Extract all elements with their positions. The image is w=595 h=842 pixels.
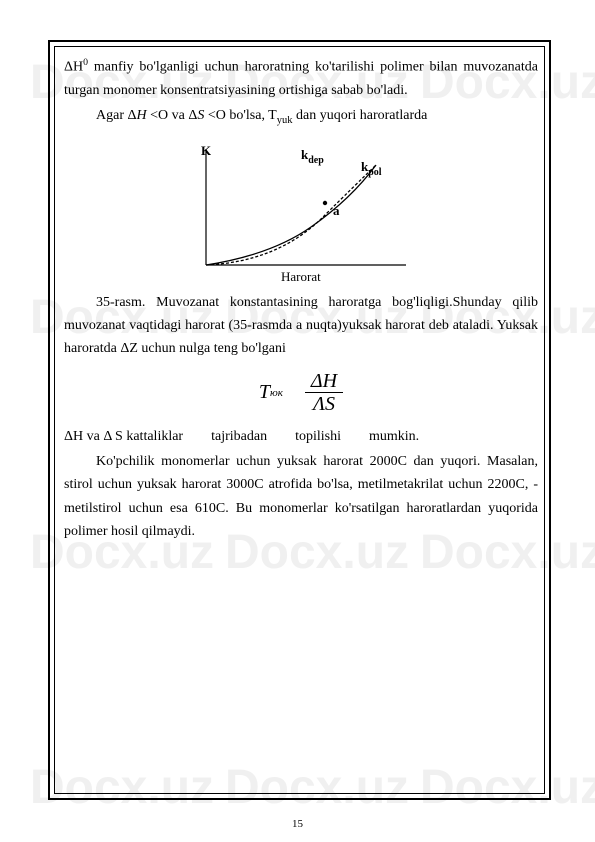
text: topilishi bbox=[295, 425, 341, 448]
chart-container: Kkdep kpol a Harorat bbox=[64, 137, 538, 287]
svg-text:a: a bbox=[333, 203, 340, 218]
tab-line: ΔH va Δ S kattaliklar tajribadan topilis… bbox=[64, 425, 538, 448]
text: 35-rasm. Muvozanat konstantasining haror… bbox=[64, 295, 538, 356]
paragraph-2: Agar ΔH <O va ΔS <O bo'lsa, Tyuk dan yuq… bbox=[64, 104, 538, 129]
text: <O va Δ bbox=[147, 108, 198, 123]
var-h: H bbox=[137, 108, 147, 123]
formula-sub: юк bbox=[270, 384, 283, 402]
text: ΔH va Δ S kattaliklar bbox=[64, 425, 183, 448]
subscript: yuk bbox=[277, 115, 293, 126]
formula-block: Tюк ΔH ΛS bbox=[64, 370, 538, 415]
formula: Tюк ΔH ΛS bbox=[259, 370, 343, 415]
paragraph-3: 35-rasm. Muvozanat konstantasining haror… bbox=[64, 291, 538, 360]
text: dan yuqori haroratlarda bbox=[293, 108, 428, 123]
text: tajribadan bbox=[211, 425, 267, 448]
text: Ko'pchilik monomerlar uchun yuksak haror… bbox=[64, 454, 538, 538]
text: ΔH bbox=[64, 60, 83, 75]
page-number: 15 bbox=[0, 818, 595, 830]
svg-text:Harorat: Harorat bbox=[281, 269, 321, 284]
numerator: ΔH bbox=[305, 370, 343, 392]
rate-constant-chart: Kkdep kpol a Harorat bbox=[181, 137, 421, 287]
paragraph-4: Ko'pchilik monomerlar uchun yuksak haror… bbox=[64, 450, 538, 542]
svg-text:kdep: kdep bbox=[301, 147, 324, 166]
text: manfiy bo'lganligi uchun haroratning ko'… bbox=[64, 60, 538, 98]
denominator: ΛS bbox=[307, 393, 341, 415]
page-content: ΔH0 manfiy bo'lganligi uchun haroratning… bbox=[64, 55, 538, 545]
text: mumkin. bbox=[369, 425, 419, 448]
svg-text:kpol: kpol bbox=[361, 159, 382, 178]
text: <O bo'lsa, T bbox=[204, 108, 276, 123]
text: Agar Δ bbox=[96, 108, 137, 123]
svg-text:K: K bbox=[201, 143, 212, 158]
formula-lhs: T bbox=[259, 376, 270, 409]
fraction: ΔH ΛS bbox=[305, 370, 343, 415]
paragraph-1: ΔH0 manfiy bo'lganligi uchun haroratning… bbox=[64, 55, 538, 102]
